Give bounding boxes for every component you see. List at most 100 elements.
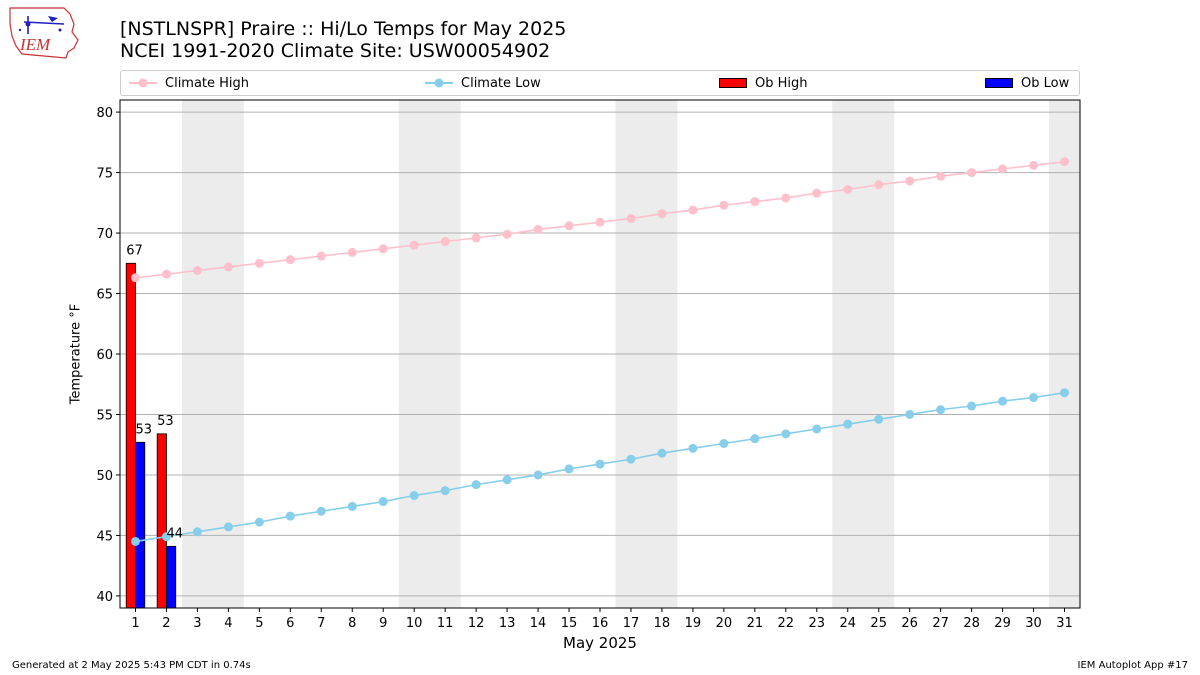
point-climate-high-day7 <box>316 251 326 261</box>
legend-item-climate-low: Climate Low <box>425 71 541 95</box>
x-tick-label-29: 29 <box>994 616 1011 631</box>
bar-label-ob-low-day1: 53 <box>135 422 152 437</box>
x-tick-label-1: 1 <box>131 616 139 631</box>
point-climate-high-day14 <box>533 224 543 234</box>
y-tick-label-45: 45 <box>96 529 113 544</box>
point-climate-high-day8 <box>347 247 357 257</box>
legend-label-climate-high: Climate High <box>165 75 250 91</box>
legend-item-ob-high: Ob High <box>719 71 808 95</box>
x-tick-label-17: 17 <box>623 616 640 631</box>
y-tick-label-65: 65 <box>96 288 113 303</box>
point-climate-low-day25 <box>874 414 884 424</box>
iem-logo: IEM <box>9 7 79 59</box>
point-climate-high-day28 <box>967 168 977 178</box>
point-climate-low-day21 <box>750 434 760 444</box>
point-climate-low-day31 <box>1060 388 1070 398</box>
legend-item-climate-high: Climate High <box>129 71 249 95</box>
x-tick-label-7: 7 <box>317 616 325 631</box>
x-tick-label-2: 2 <box>162 616 170 631</box>
x-tick-label-10: 10 <box>406 616 423 631</box>
point-climate-low-day13 <box>502 475 512 485</box>
point-climate-high-day2 <box>161 269 171 279</box>
point-climate-low-day26 <box>905 409 915 419</box>
x-tick-label-28: 28 <box>963 616 980 631</box>
point-climate-high-day18 <box>657 209 667 219</box>
point-climate-low-day4 <box>223 522 233 532</box>
x-tick-label-30: 30 <box>1025 616 1042 631</box>
bar-label-ob-high-day2: 53 <box>157 414 174 429</box>
point-climate-low-day27 <box>936 405 946 415</box>
legend-marker-ob-high <box>719 78 747 88</box>
point-climate-low-day5 <box>254 517 264 527</box>
bar-label-ob-high-day1: 67 <box>126 243 143 258</box>
point-climate-low-day22 <box>781 429 791 439</box>
point-climate-high-day23 <box>812 188 822 198</box>
x-tick-label-21: 21 <box>747 616 764 631</box>
x-tick-label-13: 13 <box>499 616 516 631</box>
y-axis-label: Temperature °F <box>68 303 84 405</box>
x-tick-label-11: 11 <box>437 616 454 631</box>
point-climate-low-day8 <box>347 501 357 511</box>
x-tick-label-22: 22 <box>778 616 795 631</box>
bar-ob-low-day2 <box>166 545 177 609</box>
point-climate-low-day19 <box>688 443 698 453</box>
x-tick-label-4: 4 <box>224 616 232 631</box>
y-tick-label-60: 60 <box>96 348 113 363</box>
bar-label-ob-low-day2: 44 <box>166 526 183 541</box>
point-climate-high-day3 <box>192 266 202 276</box>
point-climate-high-day29 <box>998 164 1008 174</box>
x-tick-label-14: 14 <box>530 616 547 631</box>
point-climate-high-day13 <box>502 229 512 239</box>
point-climate-high-day30 <box>1029 160 1039 170</box>
point-climate-low-day14 <box>533 470 543 480</box>
x-tick-label-9: 9 <box>379 616 387 631</box>
x-tick-label-3: 3 <box>193 616 201 631</box>
bar-ob-high-day1 <box>125 262 136 609</box>
point-climate-high-day20 <box>719 200 729 210</box>
x-tick-label-24: 24 <box>839 616 856 631</box>
y-tick-label-55: 55 <box>96 408 113 423</box>
legend-label-ob-high: Ob High <box>755 75 808 91</box>
point-climate-low-day23 <box>812 424 822 434</box>
x-tick-label-15: 15 <box>561 616 578 631</box>
point-climate-low-day30 <box>1029 393 1039 403</box>
point-climate-high-day16 <box>595 217 605 227</box>
point-climate-low-day6 <box>285 511 295 521</box>
point-climate-low-day12 <box>471 480 481 490</box>
x-axis-label: May 2025 <box>563 634 637 652</box>
x-tick-label-12: 12 <box>468 616 485 631</box>
x-tick-label-31: 31 <box>1056 616 1073 631</box>
y-tick-label-70: 70 <box>96 227 113 242</box>
y-tick-label-50: 50 <box>96 469 113 484</box>
x-tick-label-6: 6 <box>286 616 294 631</box>
x-tick-label-5: 5 <box>255 616 263 631</box>
point-climate-high-day1 <box>130 273 140 283</box>
point-climate-high-day21 <box>750 197 760 207</box>
point-climate-low-day29 <box>998 396 1008 406</box>
point-climate-high-day15 <box>564 221 574 231</box>
point-climate-low-day15 <box>564 464 574 474</box>
point-climate-low-day3 <box>192 527 202 537</box>
point-climate-high-day9 <box>378 244 388 254</box>
plot-frame <box>119 99 1081 609</box>
point-climate-high-day24 <box>843 185 853 195</box>
point-climate-high-day17 <box>626 214 636 224</box>
point-climate-high-day26 <box>905 176 915 186</box>
legend-marker-ob-low <box>985 78 1013 88</box>
point-climate-low-day17 <box>626 454 636 464</box>
point-climate-low-day24 <box>843 419 853 429</box>
point-climate-high-day22 <box>781 193 791 203</box>
point-climate-high-day31 <box>1060 157 1070 167</box>
point-climate-low-day28 <box>967 401 977 411</box>
bar-ob-high-day2 <box>156 433 167 609</box>
point-climate-low-day11 <box>440 486 450 496</box>
point-climate-low-day1 <box>130 536 140 546</box>
legend-label-ob-low: Ob Low <box>1021 75 1070 91</box>
legend-label-climate-low: Climate Low <box>461 75 541 91</box>
point-climate-high-day19 <box>688 205 698 215</box>
point-climate-high-day27 <box>936 171 946 181</box>
legend-marker-climate-low <box>425 78 453 88</box>
x-tick-label-26: 26 <box>901 616 918 631</box>
y-tick-label-75: 75 <box>96 167 113 182</box>
